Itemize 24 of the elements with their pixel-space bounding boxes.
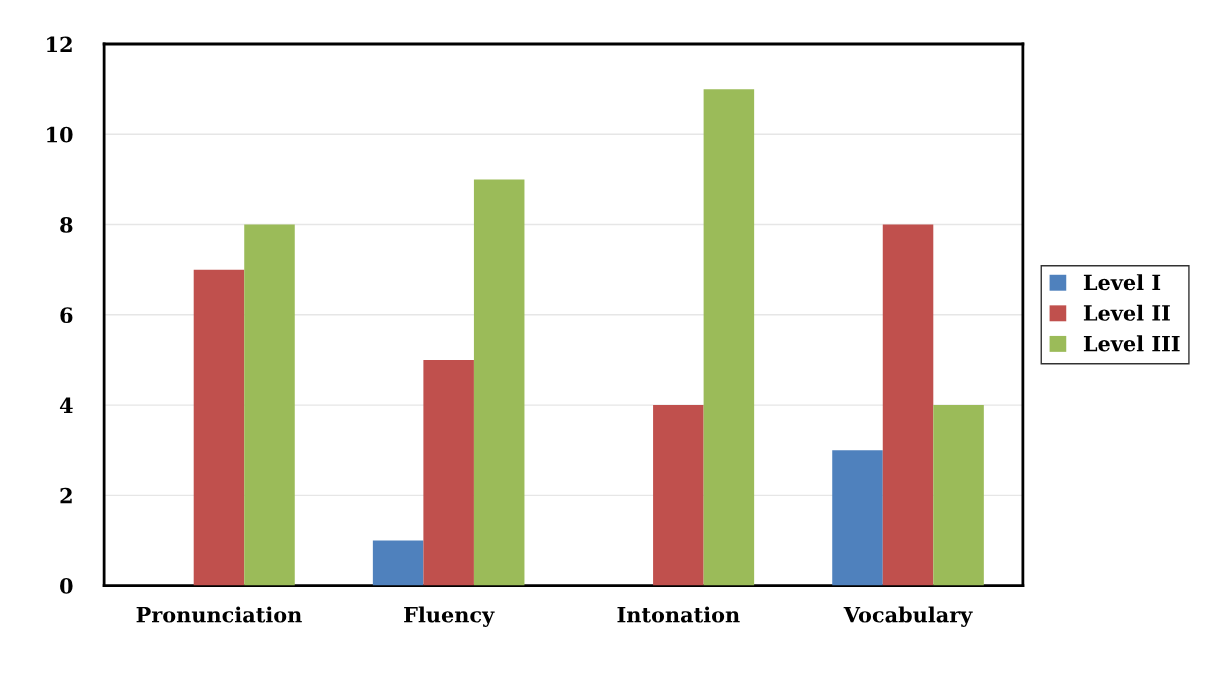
y-tick-label: 0 <box>60 578 73 594</box>
bar <box>372 540 424 586</box>
y-tick-label: 12 <box>47 36 72 52</box>
bar <box>244 224 295 586</box>
y-tick-label: 10 <box>47 126 73 143</box>
bar <box>933 405 984 586</box>
bar <box>473 179 525 586</box>
x-tick-label: Fluency <box>404 606 495 627</box>
bar <box>193 269 245 586</box>
x-tick-label: Pronunciation <box>136 606 302 623</box>
x-tick-label: Intonation <box>617 606 740 623</box>
legend-label: Level II <box>1083 304 1170 321</box>
y-tick-label: 4 <box>59 397 73 413</box>
bar <box>423 359 474 586</box>
y-tick-label: 8 <box>60 216 73 233</box>
legend-label: Level III <box>1083 335 1180 352</box>
bar <box>653 405 704 586</box>
legend-label: Level I <box>1083 274 1161 291</box>
y-tick-label: 2 <box>60 487 72 504</box>
x-tick-label: Vocabulary <box>843 606 973 627</box>
bar <box>703 89 755 586</box>
bar <box>882 224 934 586</box>
bar <box>832 450 883 586</box>
y-tick-label: 6 <box>60 307 73 324</box>
